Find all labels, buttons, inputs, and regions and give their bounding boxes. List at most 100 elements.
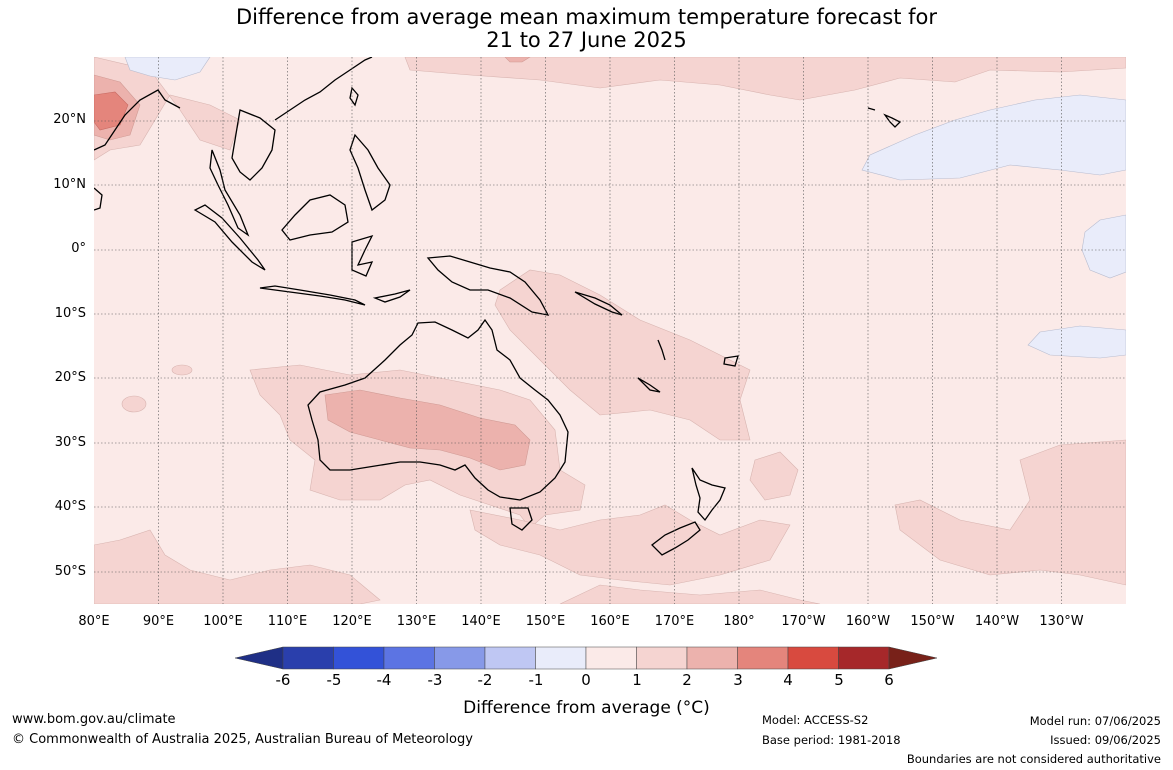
lon-label: 140°W [974, 614, 1020, 629]
colorbar-tick: 6 [884, 671, 894, 689]
colorbar-segment [234, 646, 284, 670]
lat-label: 10°N [53, 177, 86, 192]
anomaly-region-bay-of-bengal [94, 91, 129, 131]
lat-label: 20°N [53, 112, 86, 127]
anomaly-region-north-pacific [404, 57, 1126, 101]
colorbar-segment [333, 646, 385, 670]
lon-label: 140°E [461, 614, 501, 629]
colorbar-segment [585, 646, 637, 670]
colorbar-segment [383, 646, 435, 670]
new-zealand-north-coastline [691, 467, 726, 522]
colorbar-tick: -4 [376, 671, 392, 689]
lon-label: 110°E [267, 614, 308, 629]
copyright-text: © Commonwealth of Australia 2025, Austra… [12, 732, 473, 747]
lon-label: 150°E [525, 614, 566, 629]
anomaly-region-southern-ocean-mid [559, 584, 821, 604]
anomaly-region-equatorial-east [1081, 214, 1126, 279]
graticule [94, 57, 1126, 604]
base-period-text: Base period: 1981-2018 [762, 733, 901, 747]
lon-label: 180° [723, 614, 755, 629]
anomaly-region-hawaii [861, 94, 1126, 181]
anomaly-region-coral-sea [494, 269, 751, 441]
colorbar-label: Difference from average (°C) [463, 698, 710, 718]
lon-label: 120°E [332, 614, 372, 629]
sulawesi-coastline [351, 234, 374, 277]
disclaimer-text: Boundaries are not considered authoritat… [906, 752, 1161, 766]
colorbar-tick: -3 [427, 671, 443, 689]
colorbar-tick: 4 [783, 671, 793, 689]
anomaly-region-tasman [469, 504, 791, 586]
australia-coastline [307, 318, 569, 501]
india-coastline [94, 89, 181, 151]
anomaly-region-south-pacific [894, 439, 1126, 586]
anomaly-region-small-patch [121, 395, 147, 413]
philippines-coastline [349, 133, 391, 212]
solomon-islands-coastline [574, 291, 623, 316]
colorbar-segment [787, 646, 839, 670]
colorbar-segment [686, 646, 738, 670]
taiwan-coastline [349, 86, 359, 107]
issued-text: Issued: 09/06/2025 [1050, 733, 1161, 747]
colorbar-tick: 5 [834, 671, 844, 689]
colorbar-segment [636, 646, 688, 670]
lon-label: 170°W [781, 614, 826, 629]
tasmania-coastline [509, 507, 533, 531]
anomaly-region-small-pacific [504, 57, 531, 63]
lon-label: 160°W [845, 614, 891, 629]
lon-label: 130°W [1039, 614, 1084, 629]
vanuatu-coastline [657, 339, 666, 361]
lat-label: 20°S [54, 370, 86, 385]
sri-lanka-coastline [94, 187, 103, 211]
lon-label: 150°W [910, 614, 955, 629]
anomaly-region-small-patch [171, 364, 193, 376]
sumatra-coastline [193, 204, 266, 271]
colorbar-segment [484, 646, 536, 670]
anomaly-region-southern-ocean-west [94, 529, 381, 604]
anomaly-region-central-australia [324, 389, 531, 471]
colorbar-tick: 1 [632, 671, 642, 689]
colorbar-tick: -1 [528, 671, 544, 689]
map-title-line-1: Difference from average mean maximum tem… [236, 5, 937, 29]
lat-label: 50°S [54, 564, 86, 579]
colorbar-segment [737, 646, 789, 670]
anomaly-region-china [124, 57, 211, 81]
lon-label: 170°E [654, 614, 695, 629]
colorbar-tick: 3 [733, 671, 743, 689]
china-coastline [274, 57, 373, 121]
indochina-coastline [231, 109, 276, 181]
model-run-text: Model run: 07/06/2025 [1029, 714, 1161, 728]
new-guinea-coastline [426, 255, 550, 316]
anomaly-region-south-east [1027, 325, 1126, 359]
colorbar-tick: -2 [477, 671, 493, 689]
lon-label: 130°E [396, 614, 437, 629]
lon-label: 100°E [203, 614, 243, 629]
anomaly-region-nz-east [749, 451, 799, 501]
new-caledonia-coastline [637, 377, 661, 393]
timor-coastline [372, 289, 411, 303]
colorbar-tick: -5 [326, 671, 342, 689]
borneo-coastline [281, 194, 349, 241]
lon-label: 80°E [78, 614, 110, 629]
malay-peninsula-coastline [209, 149, 250, 237]
colorbar-segment [282, 646, 334, 670]
lat-label: 40°S [54, 499, 86, 514]
lon-label: 90°E [142, 614, 175, 629]
lat-label: 0° [71, 241, 86, 256]
new-zealand-south-coastline [651, 521, 701, 556]
colorbar-tick: -6 [275, 671, 291, 689]
map-title-line-2: 21 to 27 June 2025 [486, 28, 687, 52]
lat-label: 30°S [54, 435, 86, 450]
colorbar-segment [888, 646, 938, 670]
colorbar-segment [838, 646, 890, 670]
colorbar-tick: 2 [682, 671, 692, 689]
lat-label: 10°S [54, 306, 86, 321]
colorbar-segment [434, 646, 486, 670]
fiji-coastline [723, 355, 739, 367]
model-text: Model: ACCESS-S2 [762, 713, 869, 727]
lon-label: 160°E [590, 614, 630, 629]
colorbar-tick: 0 [581, 671, 591, 689]
website-link[interactable]: www.bom.gov.au/climate [12, 712, 176, 727]
colorbar-segment [535, 646, 587, 670]
